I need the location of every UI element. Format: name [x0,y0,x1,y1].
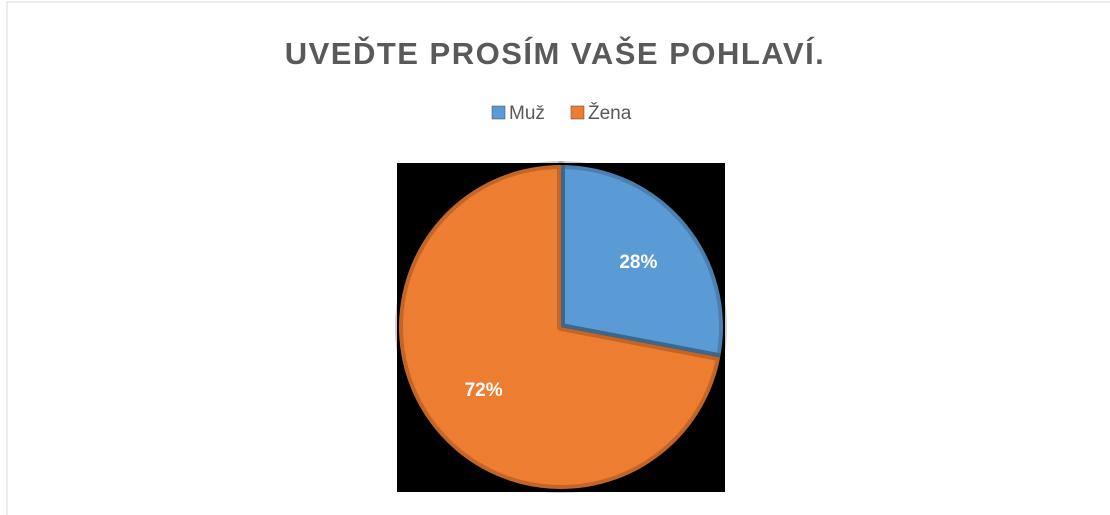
pie-slice [395,161,725,493]
legend-swatch [491,105,506,120]
legend-label: Muž [509,103,545,124]
legend-swatch [570,105,585,120]
data-label: 28% [619,252,657,273]
data-label: 72% [465,380,503,401]
chart-title: UVEĎTE PROSÍM VAŠE POHLAVÍ. [285,35,826,71]
legend-label: Žena [588,102,632,124]
pie-slice [557,161,727,362]
chart-border [6,1,1110,515]
